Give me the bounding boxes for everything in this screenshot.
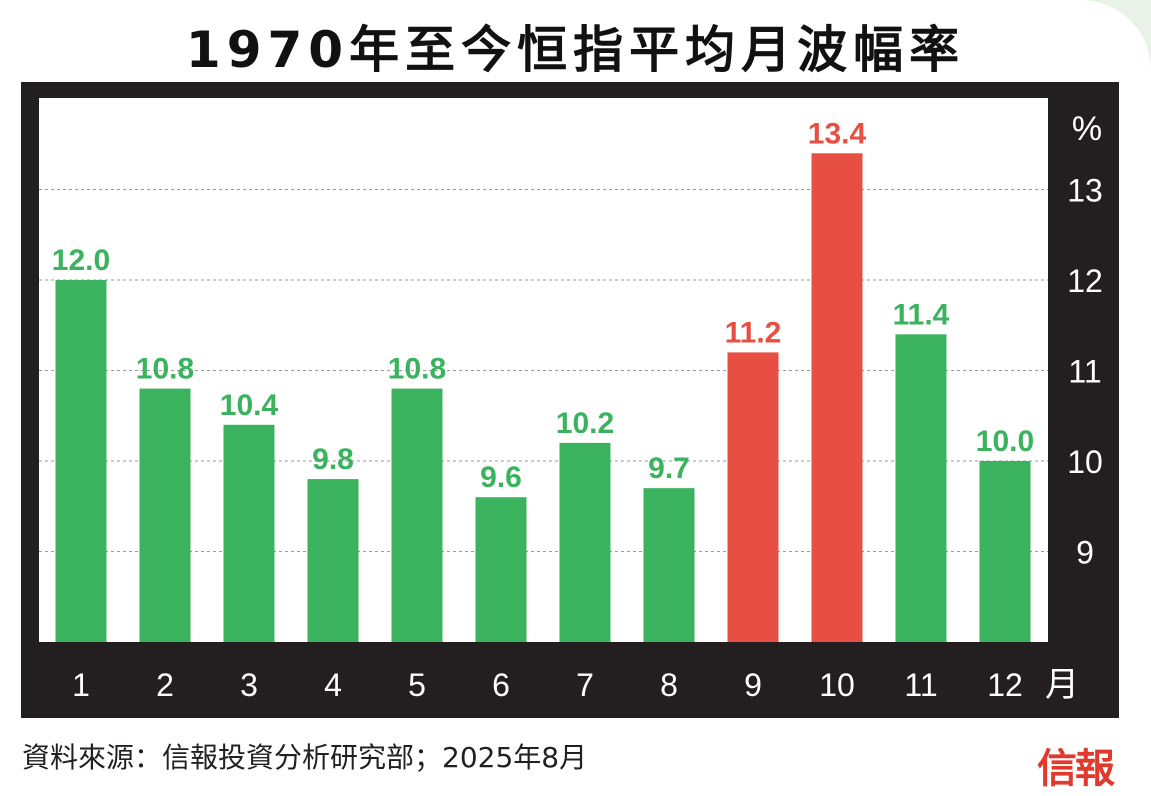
x-tick-label-12: 12 xyxy=(987,667,1023,703)
bar-month-12 xyxy=(979,461,1031,642)
y-tick-label-12: 12 xyxy=(1067,263,1103,299)
y-tick-label-13: 13 xyxy=(1067,173,1103,209)
bar-month-4 xyxy=(307,479,359,642)
x-tick-label-8: 8 xyxy=(660,667,678,703)
x-tick-label-3: 3 xyxy=(240,667,258,703)
bar-month-2 xyxy=(139,388,191,642)
bar-month-7 xyxy=(559,442,611,642)
data-label-month-11: 11.4 xyxy=(893,298,950,331)
data-label-month-5: 10.8 xyxy=(388,353,446,386)
x-axis-ticks: 1 2 3 4 5 6 7 8 9 10 11 12 xyxy=(72,667,1023,703)
bar-month-6 xyxy=(475,497,527,642)
bar-month-11 xyxy=(895,334,947,642)
y-axis-ticks: 9 10 11 12 13 xyxy=(1067,173,1103,571)
data-labels: 12.0 10.8 10.4 9.8 10.8 9.6 10.2 9.7 11.2 13.4 11.… xyxy=(52,117,1034,494)
data-label-month-8: 9.7 xyxy=(648,452,690,485)
data-label-month-10: 13.4 xyxy=(808,117,867,150)
bar-month-9 xyxy=(727,352,779,642)
x-tick-label-11: 11 xyxy=(904,667,937,703)
x-tick-label-9: 9 xyxy=(744,667,762,703)
x-tick-label-1: 1 xyxy=(72,667,90,703)
chart-title: 1970年至今恒指平均月波幅率 xyxy=(185,21,966,79)
y-tick-label-11: 11 xyxy=(1068,354,1101,390)
data-label-month-12: 10.0 xyxy=(976,425,1034,458)
bars xyxy=(55,153,1031,643)
data-label-month-3: 10.4 xyxy=(220,389,279,422)
x-tick-label-10: 10 xyxy=(819,667,855,703)
x-tick-label-5: 5 xyxy=(408,667,426,703)
y-axis-unit: % xyxy=(1072,110,1102,148)
gridlines xyxy=(39,189,1048,552)
y-tick-label-10: 10 xyxy=(1067,444,1103,480)
bar-month-8 xyxy=(643,488,695,642)
x-axis-unit: 月 xyxy=(1045,665,1079,705)
bar-month-10 xyxy=(811,153,863,643)
data-label-month-6: 9.6 xyxy=(480,461,522,494)
data-label-month-7: 10.2 xyxy=(556,407,614,440)
x-tick-label-6: 6 xyxy=(492,667,510,703)
bar-month-1 xyxy=(55,280,107,642)
x-tick-label-7: 7 xyxy=(576,667,594,703)
x-tick-label-4: 4 xyxy=(324,667,342,703)
source-note: 資料來源：信報投資分析研究部；2025年8月 xyxy=(22,741,588,774)
data-label-month-9: 11.2 xyxy=(725,316,782,349)
data-label-month-2: 10.8 xyxy=(136,353,194,386)
bar-month-3 xyxy=(223,424,275,642)
bar-month-5 xyxy=(391,388,443,642)
x-tick-label-2: 2 xyxy=(156,667,174,703)
y-tick-label-9: 9 xyxy=(1076,535,1094,571)
brand-logo: 信報 xyxy=(1037,745,1115,792)
data-label-month-4: 9.8 xyxy=(312,443,354,476)
data-label-month-1: 12.0 xyxy=(52,244,110,277)
